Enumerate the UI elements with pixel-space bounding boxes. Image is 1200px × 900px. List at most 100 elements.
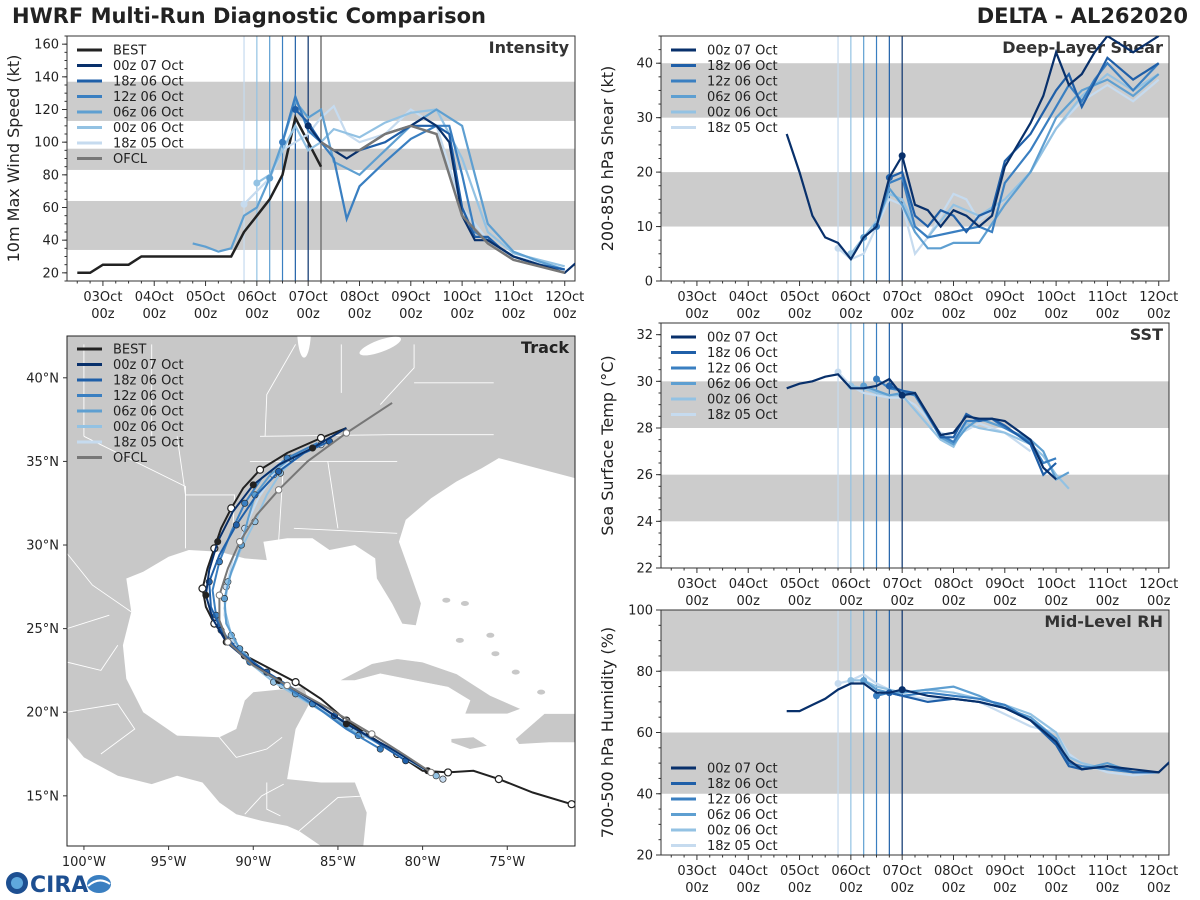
sst-xtick-label: 11Oct (1088, 577, 1127, 592)
rh-legend-label: 00z 06 Oct (707, 824, 778, 839)
shear-xtick-label: 00z (1044, 307, 1068, 322)
intensity-best-line (77, 114, 323, 275)
intensity-xtick-label: 00z (91, 307, 115, 322)
track-ofcl-point (427, 768, 435, 777)
track-legend-label: 00z 06 Oct (113, 420, 184, 435)
rh-xtick-label: 03Oct (677, 864, 716, 879)
rh-xtick-label: 12Oct (1139, 864, 1178, 879)
boundary-line (219, 736, 283, 758)
sst-ytick-label: 26 (636, 468, 653, 483)
track-run-point (439, 775, 447, 783)
sst-legend-label: 12z 06 Oct (707, 362, 778, 377)
shear-xtick-label: 07Oct (883, 290, 922, 305)
sst-ytick-label: 24 (636, 515, 653, 530)
intensity-legend-label: 00z 06 Oct (113, 121, 184, 136)
intensity-title: Intensity (489, 38, 570, 57)
gulf-of-mexico (122, 458, 575, 846)
shear-xtick-label: 10Oct (1037, 290, 1076, 305)
sst-series (786, 368, 1070, 490)
track-run-line (211, 442, 381, 750)
intensity-xtick-label: 08Oct (340, 290, 379, 305)
svg-text:CIRA: CIRA (30, 873, 88, 898)
shear-run-line (785, 36, 1160, 262)
shear-legend-label: 06z 06 Oct (707, 90, 778, 105)
shear-series (785, 36, 1160, 262)
sst-xtick-label: 00z (685, 594, 709, 609)
shear-band (661, 172, 1169, 227)
bahamas-island (442, 597, 451, 603)
intensity-run-line (307, 116, 575, 275)
track-best-point (291, 678, 300, 687)
rh-title: Mid-Level RH (1044, 612, 1163, 631)
track-run-point (220, 595, 228, 603)
track-ofcl-point (283, 681, 291, 690)
track-best-point (494, 775, 503, 784)
panel-intensity: 20 40 60 80 100 120 140 160 03Oct 00z 04Oct 00z 05Oc… (4, 35, 584, 322)
boundary-line (266, 782, 281, 817)
track-best-point (443, 768, 453, 777)
intensity-ytick-label: 100 (34, 136, 59, 151)
track-best-point (255, 465, 265, 474)
track-legend-label: OFCL (113, 451, 148, 466)
intensity-xtick-label: 00z (450, 307, 474, 322)
track-run-point (309, 444, 317, 452)
shear-legend-label: 00z 07 Oct (707, 44, 778, 59)
intensity-xtick-label: 06Oct (237, 290, 276, 305)
track-ofcl-point (274, 486, 283, 494)
intensity-legend-label: BEST (113, 44, 146, 59)
track-ytick-label: 25°N (26, 622, 59, 637)
rh-xtick-label: 00z (839, 881, 863, 896)
intensity-init-point (240, 200, 248, 208)
shear-legend-label: 12z 06 Oct (707, 75, 778, 90)
storm-id: DELTA - AL262020 (976, 4, 1188, 28)
intensity-legend-label: 18z 06 Oct (113, 75, 184, 90)
track-ytick-label: 15°N (26, 789, 59, 804)
rh-band (661, 610, 1169, 672)
sst-xtick-label: 10Oct (1037, 577, 1076, 592)
pacific-ocean (67, 737, 321, 846)
boundary-line (264, 344, 296, 437)
track-ytick-label: 30°N (26, 539, 59, 554)
shear-xtick-label: 06Oct (831, 290, 870, 305)
intensity-init-point (266, 174, 274, 182)
intensity-run-line (256, 108, 565, 268)
track-best-point (567, 800, 575, 809)
shear-xtick-label: 08Oct (934, 290, 973, 305)
shear-xtick-label: 09Oct (985, 290, 1024, 305)
intensity-xtick-label: 05Oct (186, 290, 225, 305)
sst-run-line (786, 373, 1057, 481)
shear-xtick-label: 11Oct (1088, 290, 1127, 305)
track-ofcl-line (218, 402, 432, 774)
sst-ytick-label: 28 (636, 422, 653, 437)
intensity-legend-label: 06z 06 Oct (113, 106, 184, 121)
shear-ytick-label: 30 (636, 111, 653, 126)
shear-legend-label: 18z 06 Oct (707, 59, 778, 74)
shear-ytick-label: 20 (636, 166, 653, 181)
sst-init-point (885, 382, 893, 390)
track-ytick-label: 40°N (26, 371, 59, 386)
rh-xtick-label: 09Oct (985, 864, 1024, 879)
rh-ytick-label: 60 (636, 726, 653, 741)
sst-init-point (873, 375, 881, 383)
lake-michigan (297, 336, 311, 358)
shear-xtick-label: 00z (942, 307, 966, 322)
track-run-line (204, 427, 429, 772)
intensity-ofcl-line (320, 124, 566, 275)
sst-xtick-label: 09Oct (985, 577, 1024, 592)
track-ofcl-point (224, 638, 232, 646)
rh-ytick-label: 100 (628, 604, 653, 619)
rh-ytick-label: 20 (636, 849, 653, 864)
cira-logo: CIRA (6, 872, 111, 898)
intensity-ytick-label: 20 (42, 266, 59, 281)
boundary-line (327, 461, 339, 529)
shear-xtick-label: 00z (1147, 307, 1171, 322)
sst-xtick-label: 00z (788, 594, 812, 609)
sst-xtick-label: 00z (737, 594, 761, 609)
intensity-ytick-label: 140 (34, 70, 59, 85)
shear-xtick-label: 00z (788, 307, 812, 322)
intensity-ytick-label: 80 (42, 168, 59, 183)
shear-ytick-label: 0 (645, 275, 653, 290)
boundary-line (67, 614, 110, 630)
rh-legend-label: 00z 07 Oct (707, 762, 778, 777)
